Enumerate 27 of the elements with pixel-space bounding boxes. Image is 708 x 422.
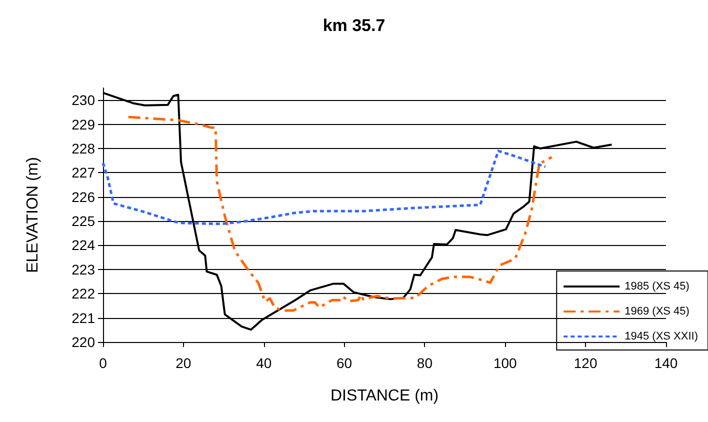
y-tick-label: 225 — [72, 213, 96, 230]
y-tick-label: 226 — [72, 188, 96, 205]
x-tick-label: 140 — [654, 355, 678, 371]
y-tick-label: 224 — [72, 237, 96, 254]
x-tick-label: 100 — [493, 355, 518, 371]
y-tick-label: 227 — [72, 164, 96, 181]
x-tick-label: 60 — [336, 355, 352, 371]
y-tick-label: 230 — [72, 92, 96, 108]
y-tick-label: 223 — [72, 261, 96, 278]
text: 1969 (XS 45) — [624, 306, 690, 318]
x-tick-label: 120 — [574, 355, 598, 371]
y-axis-title: ELEVATION (m) — [24, 157, 42, 273]
x-tick-label: 40 — [256, 355, 272, 371]
line-series — [102, 150, 547, 226]
text: 1985 (XS 45) — [624, 280, 690, 292]
y-tick-label: 228 — [72, 140, 96, 156]
chart-title: km 35.7 — [322, 16, 386, 35]
y-tick-label: 220 — [72, 334, 96, 350]
x-tick-label: 20 — [176, 355, 192, 371]
text: 1945 (XS XXII) — [624, 330, 698, 342]
x-axis-title: DISTANCE (m) — [330, 388, 439, 404]
x-tick-label: 0 — [99, 355, 108, 371]
y-tick-label: 221 — [72, 310, 96, 326]
x-tick-label: 80 — [416, 355, 433, 371]
y-tick-label: 222 — [72, 286, 96, 302]
y-tick-label: 229 — [72, 116, 96, 132]
line-series — [127, 116, 554, 312]
